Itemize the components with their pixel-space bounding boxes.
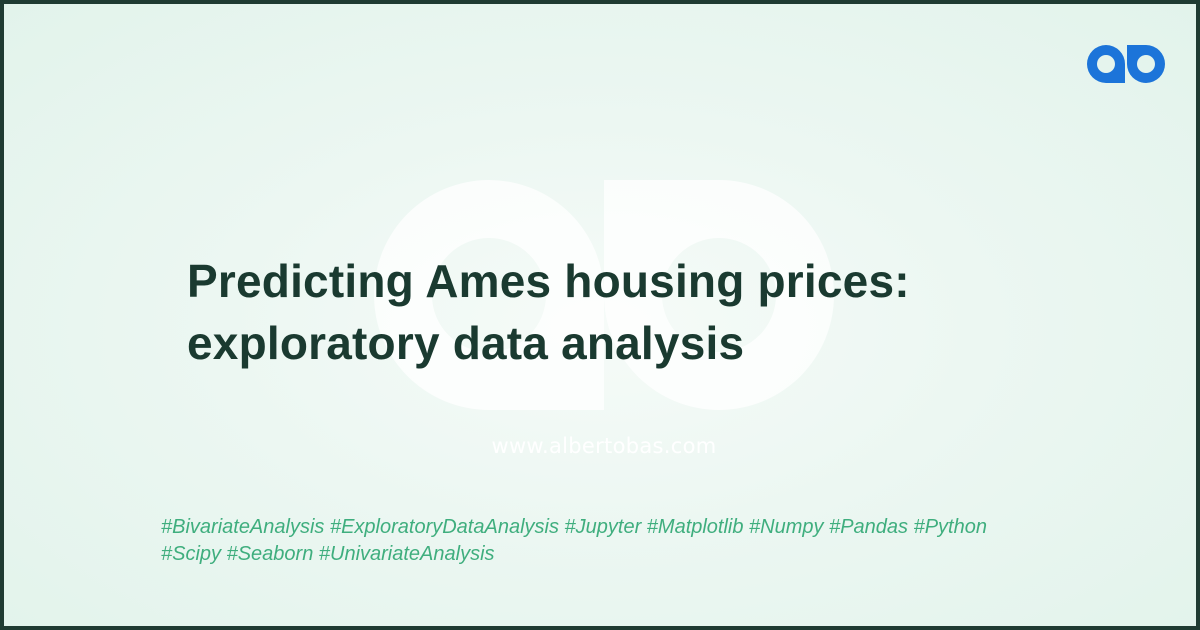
tag-line-2: #Scipy #Seaborn #UnivariateAnalysis [161, 543, 495, 565]
site-url: www.albertobas.com [491, 434, 717, 458]
tag-line-1: #BivariateAnalysis #ExploratoryDataAnaly… [161, 516, 987, 538]
title-line-2: exploratory data analysis [187, 317, 745, 369]
tag-list: #BivariateAnalysis #ExploratoryDataAnaly… [161, 514, 1081, 568]
page-title: Predicting Ames housing prices: explorat… [187, 250, 1087, 374]
albertobas-ao-logo-icon [1087, 45, 1165, 83]
title-line-1: Predicting Ames housing prices: [187, 255, 910, 307]
albertobas-ao-watermark-icon [374, 180, 834, 410]
